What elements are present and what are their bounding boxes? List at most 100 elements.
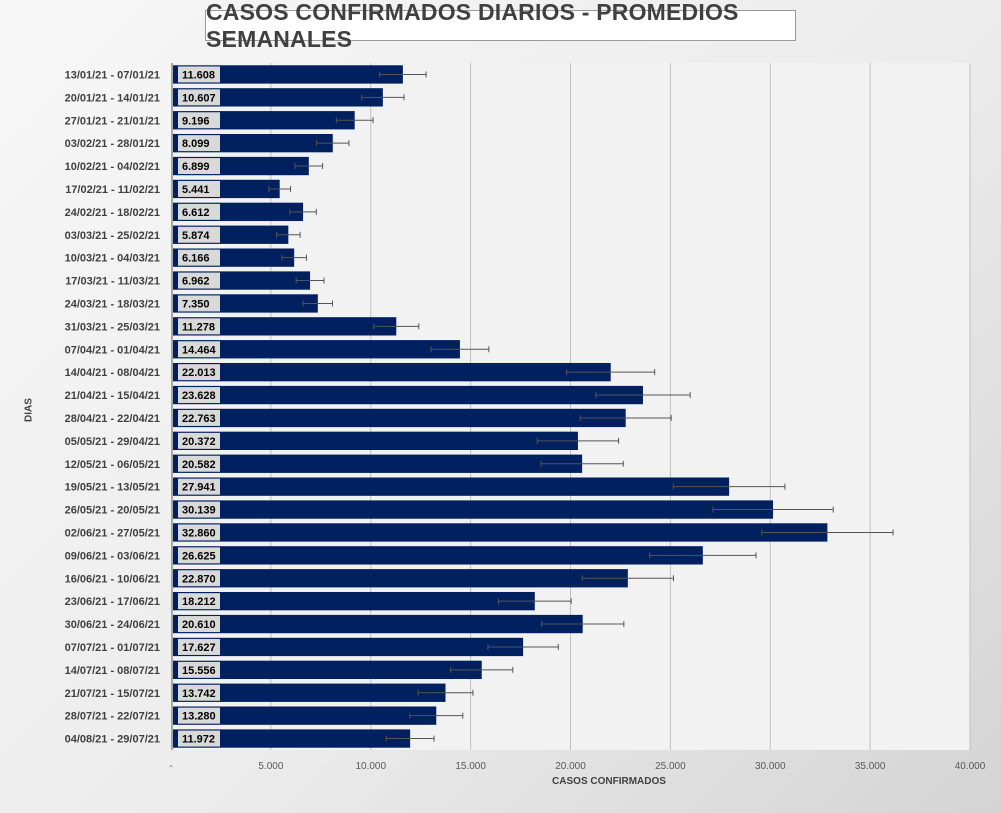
x-tick-label: 15.000: [455, 761, 486, 772]
category-label: 24/03/21 - 18/03/21: [65, 298, 160, 310]
data-label: 22.870: [182, 573, 216, 585]
bar: [173, 706, 437, 725]
category-label: 28/04/21 - 22/04/21: [65, 413, 160, 425]
data-label: 18.212: [182, 596, 216, 608]
bar: [173, 660, 482, 680]
category-label: 21/04/21 - 15/04/21: [65, 390, 160, 402]
category-label: 02/06/21 - 27/05/21: [65, 527, 160, 539]
bar: [173, 385, 643, 405]
data-label: 11.972: [182, 734, 215, 746]
category-label: 14/07/21 - 08/07/21: [65, 665, 160, 677]
data-label-box: [178, 432, 220, 449]
data-label: 11.608: [182, 69, 215, 81]
bar: [173, 523, 828, 542]
bar: [173, 65, 403, 84]
bar: [173, 431, 578, 451]
category-label: 07/04/21 - 01/04/21: [65, 344, 160, 356]
bar: [173, 340, 460, 359]
x-tick-label: 20.000: [555, 761, 586, 772]
data-label-box: [178, 409, 220, 426]
x-tick-label: 40.000: [955, 761, 986, 772]
data-label-box: [178, 203, 220, 220]
category-label: 04/08/21 - 29/07/21: [65, 734, 160, 746]
data-label-box: [178, 66, 220, 83]
data-label-box: [178, 180, 220, 197]
category-label: 27/01/21 - 21/01/21: [65, 115, 160, 127]
data-label: 17.627: [182, 642, 216, 654]
data-label-box: [178, 226, 220, 243]
x-axis-title: CASOS CONFIRMADOS: [552, 776, 666, 787]
category-label: 30/06/21 - 24/06/21: [65, 619, 160, 631]
bar: [173, 362, 611, 382]
data-label-box: [178, 730, 220, 747]
x-tick-label: 30.000: [755, 761, 786, 772]
data-label-box: [178, 455, 220, 472]
bar: [173, 683, 446, 702]
bar: [173, 614, 583, 634]
category-label: 17/03/21 - 11/03/21: [65, 276, 160, 288]
category-label: 14/04/21 - 08/04/21: [65, 367, 160, 379]
data-label-box: [178, 135, 220, 152]
data-label-box: [178, 616, 220, 633]
bar: [173, 591, 535, 611]
data-label: 13.742: [182, 688, 216, 700]
data-label: 10.607: [182, 92, 216, 104]
data-label: 14.464: [182, 344, 217, 356]
data-label: 11.278: [182, 321, 215, 333]
data-label-box: [178, 661, 220, 678]
data-label-box: [178, 524, 220, 541]
data-label-box: [178, 364, 220, 381]
category-label: 28/07/21 - 22/07/21: [65, 711, 160, 723]
data-label-box: [178, 547, 220, 564]
x-tick-label: 5.000: [258, 761, 283, 772]
x-tick-label: 35.000: [855, 761, 886, 772]
data-label: 5.441: [182, 184, 210, 196]
bar: [173, 729, 411, 748]
category-label: 31/03/21 - 25/03/21: [65, 321, 160, 333]
bar: [173, 317, 397, 336]
data-label: 22.763: [182, 413, 216, 425]
y-axis-title: DIAS: [23, 398, 35, 422]
data-label: 15.556: [182, 665, 216, 677]
category-label: 19/05/21 - 13/05/21: [65, 482, 160, 494]
data-label-box: [178, 707, 220, 724]
data-label-box: [178, 158, 220, 175]
category-label: 10/02/21 - 04/02/21: [65, 161, 160, 173]
bar: [173, 477, 730, 496]
x-tick-label: 25.000: [655, 761, 686, 772]
bar: [173, 454, 583, 473]
data-label: 27.941: [182, 482, 216, 494]
category-label: 12/05/21 - 06/05/21: [65, 459, 160, 471]
data-label: 26.625: [182, 550, 216, 562]
data-label-box: [178, 318, 220, 335]
data-label-box: [178, 593, 220, 610]
data-label: 6.899: [182, 161, 210, 173]
bar: [173, 569, 628, 588]
bar: [173, 408, 626, 428]
data-label: 8.099: [182, 138, 210, 150]
category-label: 03/02/21 - 28/01/21: [65, 138, 160, 150]
bar: [173, 500, 774, 519]
category-label: 16/06/21 - 10/06/21: [65, 573, 160, 585]
bar: [173, 88, 383, 107]
data-label-box: [178, 295, 220, 312]
bar: [173, 637, 524, 657]
x-tick-label: -: [169, 761, 172, 772]
data-label-box: [178, 387, 220, 404]
category-label: 09/06/21 - 03/06/21: [65, 550, 160, 562]
data-label: 5.874: [182, 230, 210, 242]
data-label-box: [178, 89, 220, 106]
data-label-box: [178, 249, 220, 266]
data-label: 7.350: [182, 298, 210, 310]
data-label-box: [178, 501, 220, 518]
category-label: 05/05/21 - 29/04/21: [65, 436, 160, 448]
category-label: 17/02/21 - 11/02/21: [65, 184, 160, 196]
data-label: 30.139: [182, 505, 216, 517]
data-label: 20.582: [182, 459, 216, 471]
data-label-box: [178, 684, 220, 701]
category-label: 07/07/21 - 01/07/21: [65, 642, 160, 654]
category-label: 13/01/21 - 07/01/21: [65, 69, 160, 81]
category-label: 20/01/21 - 14/01/21: [65, 92, 160, 104]
category-label: 03/03/21 - 25/02/21: [65, 230, 160, 242]
